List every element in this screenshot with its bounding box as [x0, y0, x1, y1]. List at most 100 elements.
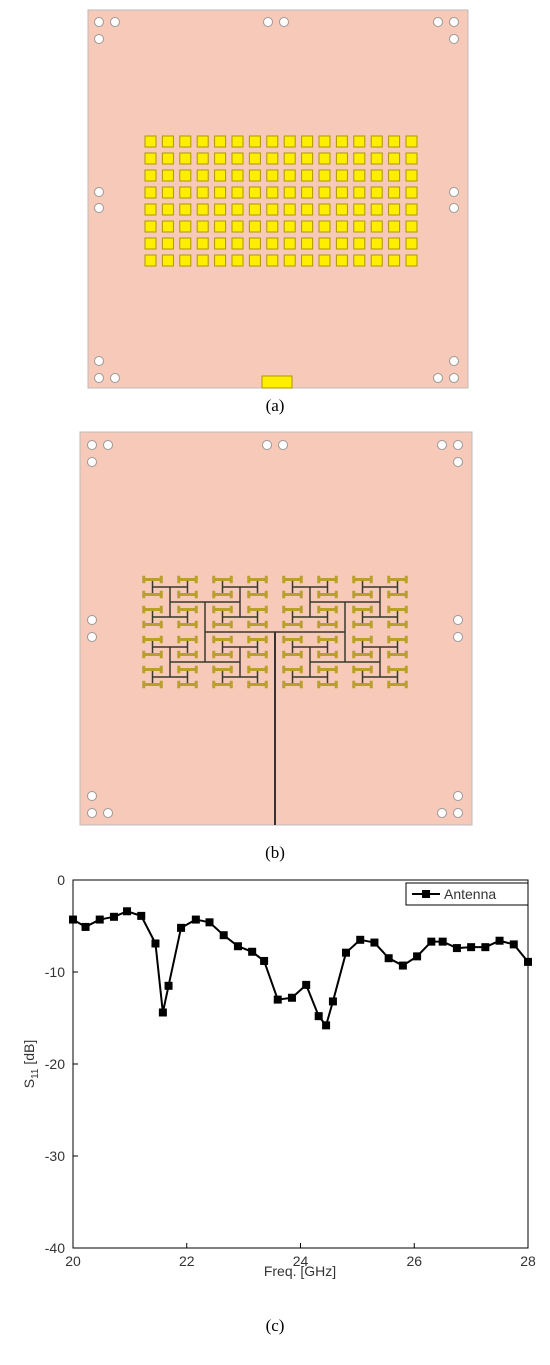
mount-hole	[87, 632, 97, 642]
board-a	[87, 9, 469, 389]
mount-hole	[449, 34, 459, 44]
patch	[266, 237, 279, 250]
patch	[144, 254, 157, 267]
mount-hole	[449, 187, 459, 197]
patch	[283, 237, 296, 250]
data-point	[509, 940, 518, 949]
patch	[335, 254, 348, 267]
patch	[248, 237, 261, 250]
patch	[353, 169, 366, 182]
patch	[335, 220, 348, 233]
patch	[231, 237, 244, 250]
substrate	[87, 9, 469, 389]
patch	[388, 186, 401, 199]
data-point	[384, 954, 393, 963]
data-point	[495, 936, 504, 945]
mount-hole	[453, 808, 463, 818]
patch	[196, 152, 209, 165]
legend-box	[405, 882, 529, 906]
patch	[214, 186, 227, 199]
patch	[283, 203, 296, 216]
data-point	[314, 1012, 323, 1021]
patch	[179, 186, 192, 199]
mount-hole	[437, 808, 447, 818]
patch	[144, 203, 157, 216]
data-point	[413, 952, 422, 961]
mount-hole	[437, 440, 447, 450]
mount-hole	[262, 440, 272, 450]
data-point	[370, 938, 379, 947]
patch	[370, 203, 383, 216]
patch	[196, 169, 209, 182]
legend-marker	[422, 890, 430, 898]
patch	[405, 254, 418, 267]
data-point	[302, 980, 311, 989]
patch	[318, 169, 331, 182]
mount-hole	[94, 17, 104, 27]
patch	[161, 220, 174, 233]
feed-pad	[261, 375, 293, 389]
patch	[388, 220, 401, 233]
y-tick-label: -30	[45, 1148, 65, 1164]
y-label-unit: [dB]	[21, 1040, 37, 1069]
data-point	[524, 957, 532, 966]
patch	[318, 203, 331, 216]
data-point	[248, 947, 257, 956]
y-label-main: S	[21, 1079, 37, 1088]
patch	[179, 135, 192, 148]
patch	[266, 203, 279, 216]
patch	[370, 237, 383, 250]
mount-hole	[449, 356, 459, 366]
mount-hole	[449, 17, 459, 27]
data-point	[233, 942, 242, 951]
y-label-sub: 11	[30, 1068, 41, 1079]
mount-hole	[87, 808, 97, 818]
patch	[231, 220, 244, 233]
x-axis-label: Freq. [GHz]	[264, 1263, 336, 1279]
data-point	[467, 943, 476, 952]
mount-hole	[94, 356, 104, 366]
patch	[179, 237, 192, 250]
patch	[266, 186, 279, 199]
series-line	[72, 910, 529, 1027]
patch	[335, 203, 348, 216]
patch	[214, 254, 227, 267]
x-tick-label: 22	[179, 1253, 195, 1269]
x-tick-label: 20	[65, 1253, 81, 1269]
y-tick-label: -10	[45, 964, 65, 980]
patch	[179, 152, 192, 165]
patch	[388, 203, 401, 216]
patch	[144, 186, 157, 199]
mount-hole	[94, 34, 104, 44]
patch	[248, 203, 261, 216]
data-point	[205, 918, 214, 927]
patch	[353, 237, 366, 250]
patch	[370, 254, 383, 267]
patch	[144, 152, 157, 165]
mount-hole	[453, 632, 463, 642]
patch	[179, 169, 192, 182]
patch	[353, 220, 366, 233]
patch	[370, 169, 383, 182]
patch	[144, 135, 157, 148]
mount-hole	[279, 17, 289, 27]
data-point	[177, 923, 186, 932]
patch	[231, 186, 244, 199]
patch	[318, 186, 331, 199]
patch	[231, 254, 244, 267]
patch	[196, 203, 209, 216]
data-point	[109, 912, 118, 921]
patch	[318, 237, 331, 250]
mount-hole	[94, 203, 104, 213]
patch	[370, 135, 383, 148]
data-point	[260, 956, 269, 965]
patch	[231, 135, 244, 148]
mount-hole	[433, 17, 443, 27]
patch	[196, 186, 209, 199]
patch	[266, 152, 279, 165]
patch	[231, 169, 244, 182]
data-point	[328, 997, 337, 1006]
caption-c: (c)	[266, 1316, 285, 1335]
patch	[370, 186, 383, 199]
patch	[301, 152, 314, 165]
